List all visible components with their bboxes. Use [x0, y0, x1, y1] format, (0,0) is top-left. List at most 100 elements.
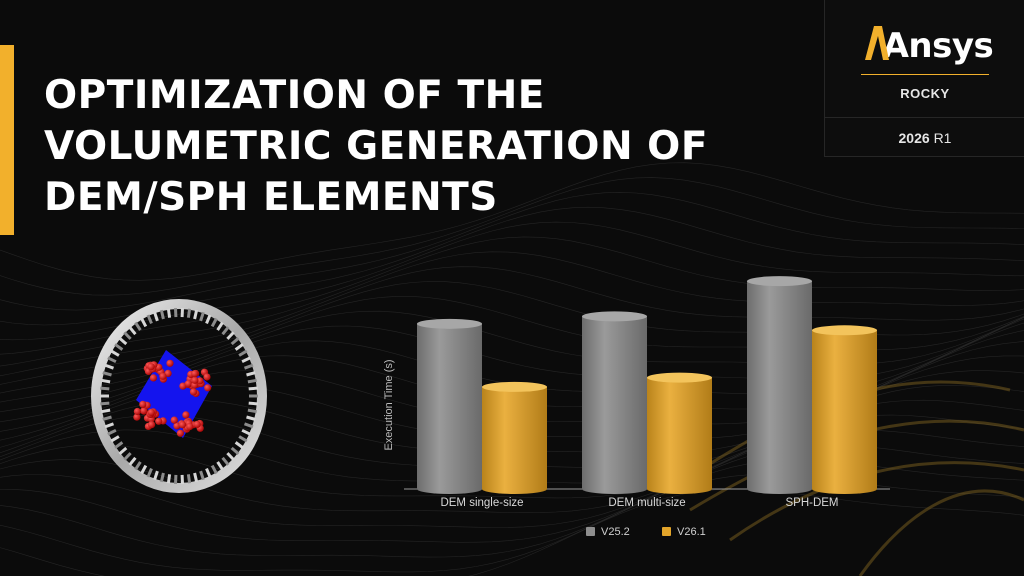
bar-v252-2: [747, 276, 812, 494]
ring-tooth: [247, 408, 257, 414]
x-tick-label: DEM multi-size: [608, 497, 685, 509]
bar-base: [482, 484, 547, 494]
bar-body: [812, 330, 877, 489]
wave-line: [0, 192, 1024, 311]
legend-swatch-v252: [586, 527, 595, 536]
ring-tooth: [248, 386, 258, 391]
ring-tooth: [216, 321, 224, 331]
brand-divider: [825, 117, 1024, 118]
ring-tooth: [221, 456, 230, 466]
ring-tooth: [101, 378, 111, 384]
ring-outer: [91, 299, 267, 493]
ring-tooth: [186, 474, 192, 484]
ring-tooth: [134, 461, 142, 471]
dem-particle: [176, 429, 184, 437]
ring-tooth: [186, 308, 192, 318]
ring-tooth: [159, 472, 165, 483]
execution-time-chart: Execution Time (s) DEM single-size DEM mu…: [383, 276, 890, 538]
wave-line: [0, 251, 1024, 367]
ring-tooth: [234, 441, 244, 449]
ring-tooth: [123, 452, 132, 461]
dem-particle: [133, 413, 141, 421]
bar-body: [482, 386, 547, 489]
ring-tooth: [100, 401, 110, 406]
wave-line: [0, 266, 1024, 377]
ring-tooth: [101, 408, 111, 414]
gold-wave-line: [858, 489, 1024, 576]
ring-tooth: [128, 456, 137, 466]
bar-top: [747, 276, 812, 287]
ring-tooth: [134, 321, 142, 331]
particle-block: [133, 350, 212, 438]
ring-tooth: [128, 326, 137, 336]
ring-tooth: [123, 331, 132, 340]
ring-tooth: [114, 343, 124, 351]
ring-tooth: [199, 470, 205, 481]
ring-tooth: [199, 311, 205, 322]
gear-ring-illustration: [91, 299, 267, 493]
x-tick-label: SPH-DEM: [785, 497, 838, 509]
dem-particle: [189, 388, 198, 396]
ring-tooth: [243, 363, 254, 370]
bar-v261-1: [647, 372, 712, 494]
ring-tooth: [241, 356, 251, 364]
dem-particle: [149, 374, 157, 382]
bar-v261-2: [812, 325, 877, 494]
legend-label-v252: V25.2: [601, 526, 630, 538]
dem-particle: [148, 421, 156, 429]
bar-top: [482, 381, 547, 392]
legend-swatch-v261: [662, 527, 671, 536]
dem-particle: [140, 407, 148, 415]
brand-box: AAnsys ROCKY 2026 R1: [824, 0, 1024, 157]
bar-body: [582, 316, 647, 489]
bar-v252-0: [417, 318, 482, 494]
wave-line: [0, 177, 1024, 296]
dem-particle: [173, 422, 181, 430]
ring-tooth: [193, 472, 199, 483]
dem-particle: [179, 382, 187, 390]
ring-tooth: [159, 309, 165, 320]
ring-tooth: [226, 331, 235, 340]
dem-particle: [155, 417, 163, 425]
bar-v261-0: [482, 381, 547, 494]
dem-particle: [147, 363, 155, 371]
ansys-logo: AAnsys: [825, 24, 1024, 68]
ring-tooth: [118, 336, 128, 346]
wave-line: [0, 488, 1024, 576]
ansys-chevron-icon: [865, 26, 889, 60]
bar-top: [582, 311, 647, 322]
ring-tooth: [230, 446, 240, 456]
bar-base: [582, 484, 647, 494]
ring-tooth: [166, 474, 172, 484]
release-suffix: R1: [933, 130, 952, 146]
x-tick-label: DEM single-size: [440, 497, 523, 509]
ring-tooth: [193, 309, 199, 320]
bar-top: [417, 318, 482, 329]
y-axis-label: Execution Time (s): [383, 359, 395, 450]
page-title: OPTIMIZATION OF THE VOLUMETRIC GENERATIO…: [44, 70, 764, 223]
ring-tooth: [205, 468, 212, 478]
ring-tooth: [226, 452, 235, 461]
release-label: 2026 R1: [825, 130, 1024, 146]
dem-particle: [186, 423, 194, 431]
title-line: DEM/SPH ELEMENTS: [44, 175, 498, 220]
dem-particle: [178, 421, 187, 429]
bar-base: [647, 484, 712, 494]
title-line: OPTIMIZATION OF THE: [44, 73, 545, 118]
ring-tooth: [246, 415, 256, 421]
logo-text: Ansys: [882, 26, 994, 66]
ring-tooth: [246, 371, 256, 377]
ring-tooth: [166, 308, 172, 318]
dem-particle: [184, 380, 193, 388]
ring-tooth: [234, 343, 244, 351]
bar-base: [747, 484, 812, 494]
dem-particle: [193, 420, 201, 428]
dem-particle: [203, 373, 211, 381]
ring-tooth: [102, 415, 112, 421]
gear-ring: [91, 299, 267, 493]
dem-particle: [191, 376, 199, 384]
ring-tooth: [102, 371, 112, 377]
ring-tooth: [104, 422, 115, 429]
ring-tooth: [153, 311, 159, 322]
bar-base: [812, 484, 877, 494]
